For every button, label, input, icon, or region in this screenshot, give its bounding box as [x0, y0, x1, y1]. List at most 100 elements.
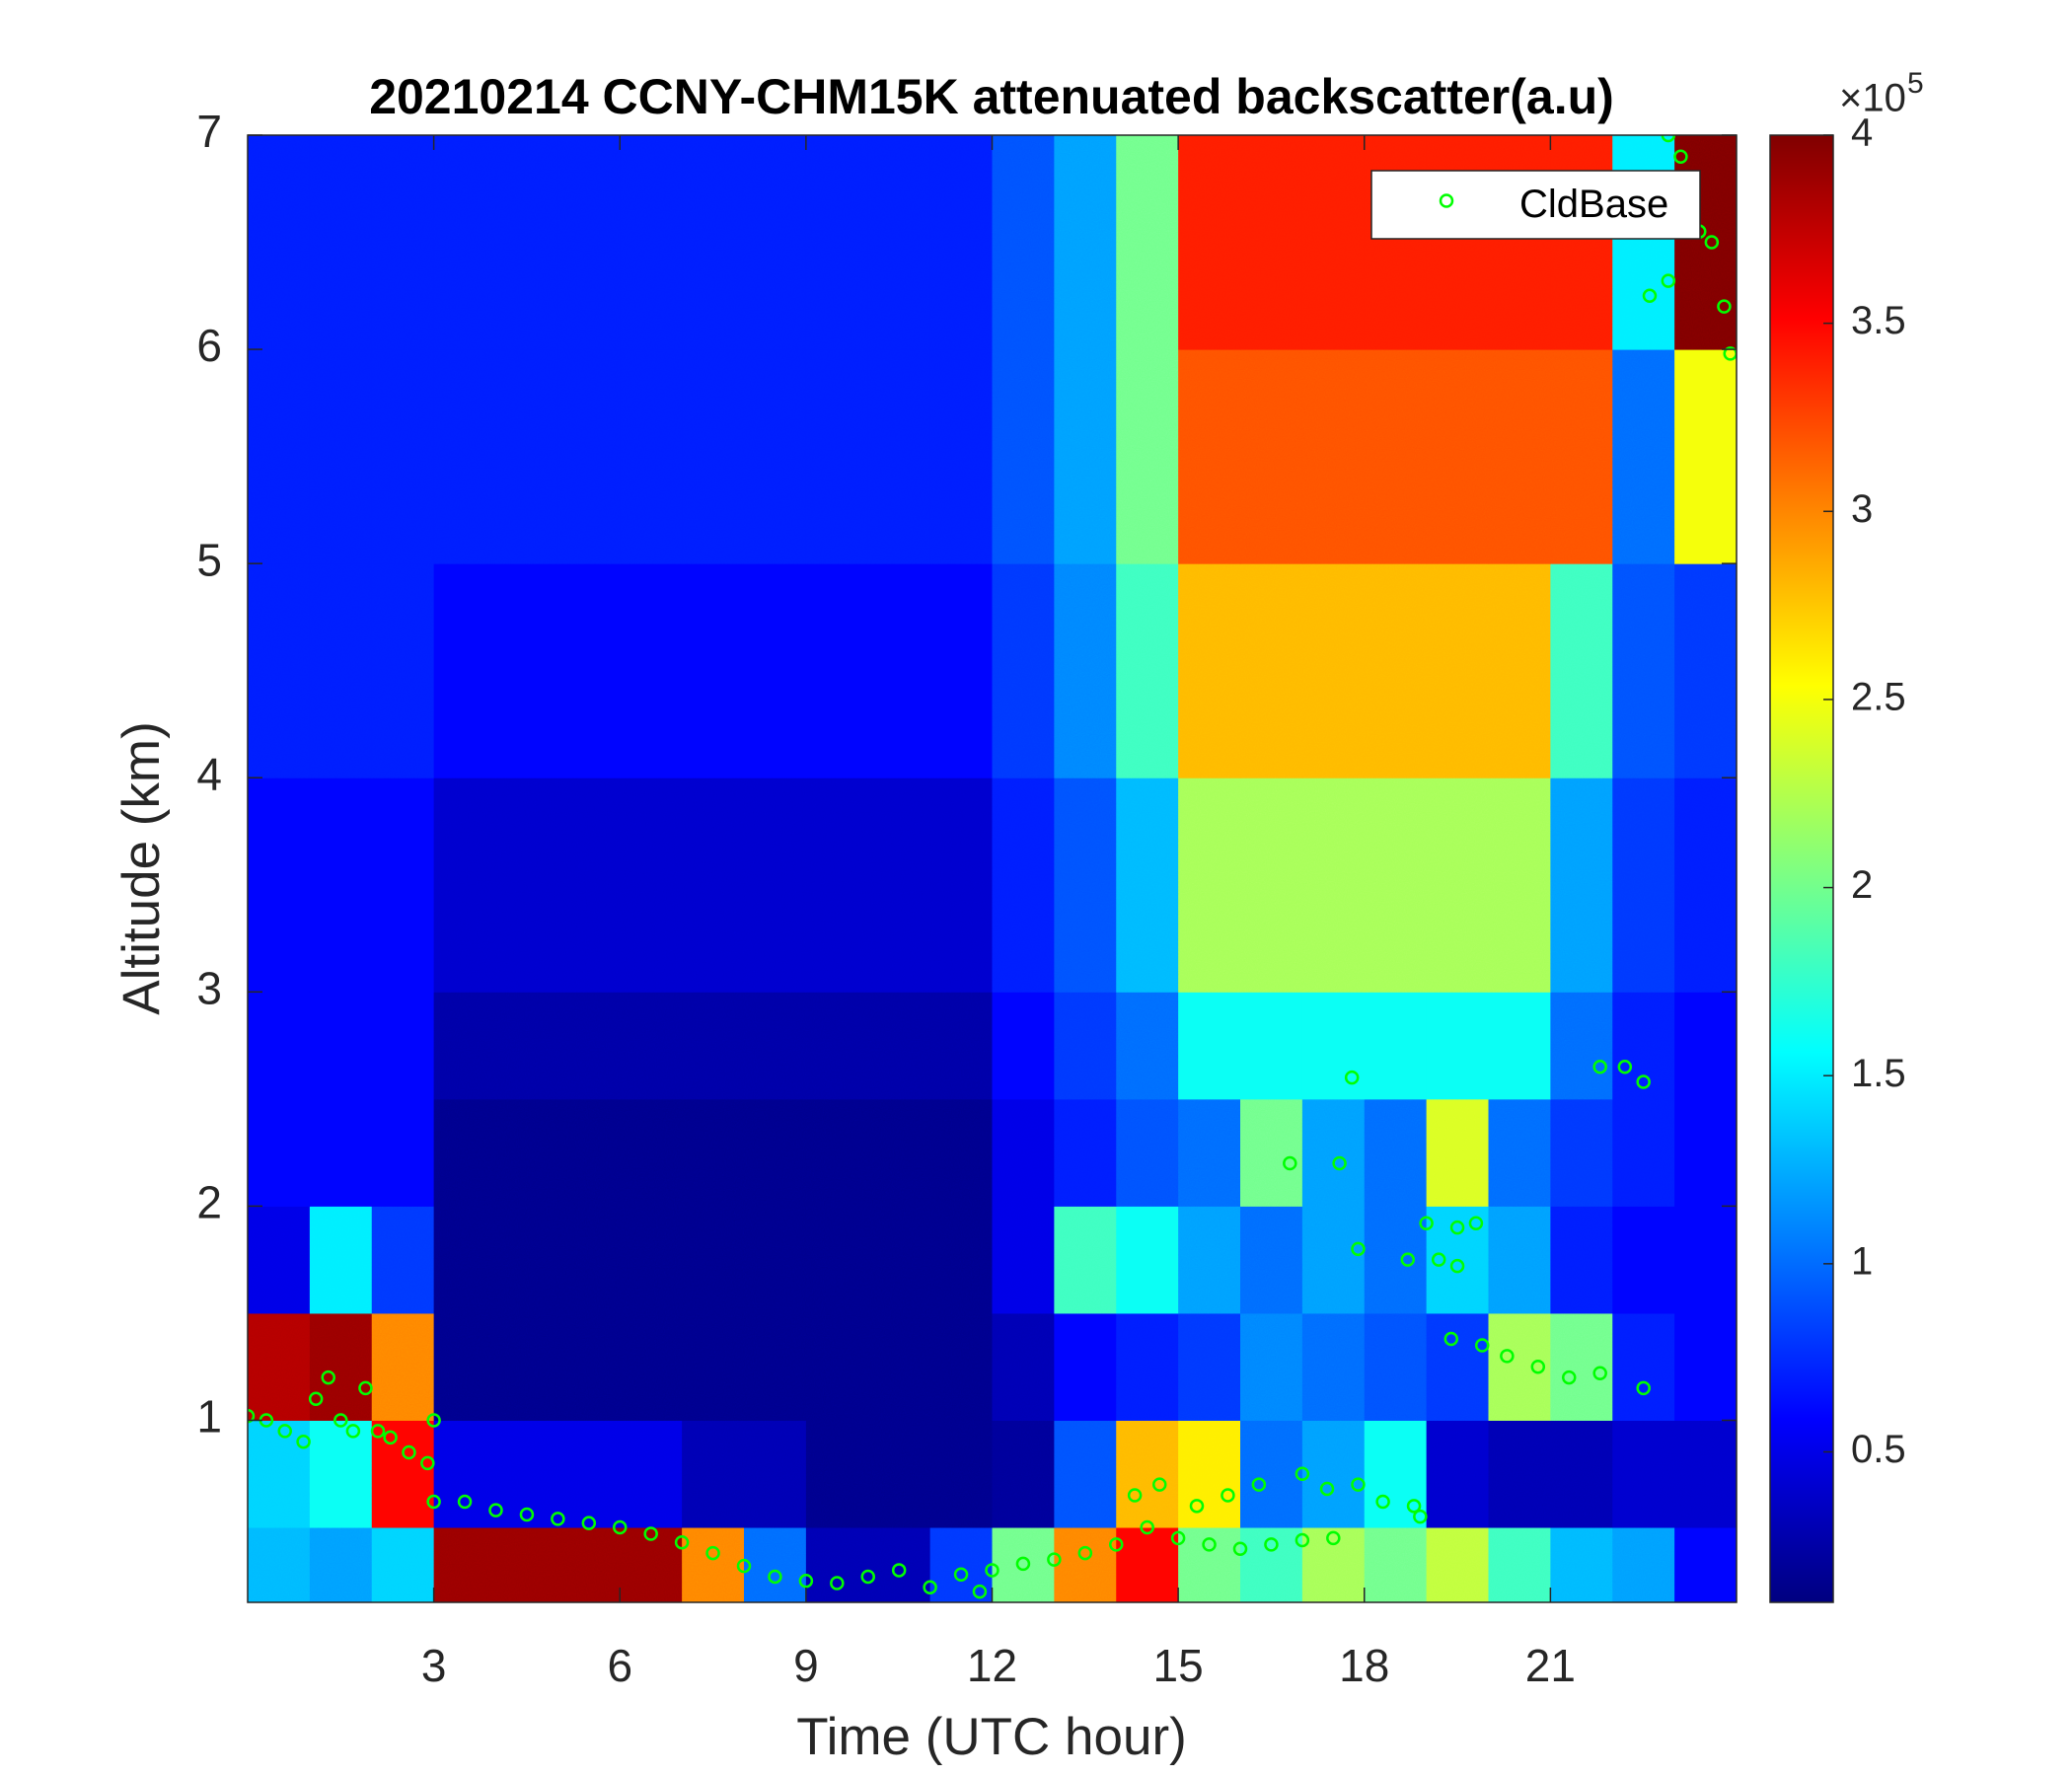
cloud-base-point: [1232, 1541, 1248, 1556]
cloud-base-point: [426, 1413, 441, 1428]
cloud-base-point: [1375, 1494, 1390, 1510]
cloud-base-point: [519, 1507, 535, 1522]
cloud-base-point: [420, 1455, 435, 1471]
cloud-base-point: [1443, 1331, 1459, 1347]
cloud-base-point: [674, 1534, 690, 1550]
cloud-base-point: [1530, 1359, 1546, 1374]
x-tick-label: 21: [1525, 1640, 1576, 1691]
colorbar-tick-label: 0.5: [1851, 1428, 1906, 1471]
cloud-base-point: [1109, 1537, 1124, 1552]
cloud-base-point: [613, 1519, 628, 1535]
cloud-base-point: [383, 1430, 398, 1445]
colorbar-tick-label: 1.5: [1851, 1052, 1906, 1095]
cloud-base-point: [277, 1424, 292, 1439]
colorbar-tick-label: 3: [1851, 487, 1873, 531]
x-tick-label: 15: [1153, 1640, 1204, 1691]
cloud-base-point: [1047, 1552, 1062, 1567]
cloud-base-point: [358, 1380, 373, 1396]
cloud-base-point: [1127, 1488, 1143, 1503]
cloud-base-point: [488, 1503, 503, 1517]
cloud-base-point: [768, 1569, 782, 1585]
cloud-base-point: [551, 1512, 565, 1526]
y-tick-label: 4: [196, 748, 222, 799]
cloud-base-point: [457, 1494, 473, 1510]
x-axis-label: Time (UTC hour): [796, 1708, 1187, 1766]
cloud-base-point: [1264, 1537, 1279, 1552]
cloud-base-point: [1326, 1530, 1341, 1546]
cloud-base-point: [1592, 1060, 1607, 1074]
cloud-base-point: [1152, 1477, 1167, 1492]
cloud-base-point: [1077, 1545, 1093, 1561]
cloud-base-point: [1500, 1349, 1515, 1364]
cloud-base-point: [1413, 1509, 1428, 1524]
colorbar: [1769, 134, 1834, 1603]
cloud-base-point: [333, 1413, 348, 1428]
cloud-base-point: [296, 1434, 311, 1449]
cloud-base-point: [798, 1574, 814, 1589]
x-tick-label: 12: [967, 1640, 1017, 1691]
cloud-base-point: [1661, 135, 1676, 143]
legend-box: [1370, 170, 1701, 240]
colorbar-tick-label: 4: [1851, 111, 1873, 155]
cloud-base-point: [860, 1569, 875, 1585]
cloud-base-point: [830, 1576, 845, 1591]
y-tick-label: 3: [196, 962, 222, 1013]
cloud-base-point: [248, 1408, 256, 1424]
legend-label: CldBase: [1519, 183, 1668, 226]
cloud-base-point: [1015, 1556, 1031, 1572]
cloud-base-point: [581, 1516, 597, 1530]
cloud-base-point: [1140, 1519, 1154, 1535]
x-tick-label: 18: [1339, 1640, 1389, 1691]
cloud-base-point: [1283, 1155, 1297, 1171]
cloud-base-point: [1400, 1252, 1416, 1267]
x-tick-label: 6: [607, 1640, 632, 1691]
cloud-base-point: [1561, 1369, 1577, 1385]
cloud-base-point: [643, 1526, 658, 1541]
colorbar-tick-label: 1: [1851, 1239, 1873, 1283]
cloud-base-point: [345, 1424, 361, 1439]
legend-marker: [1439, 193, 1454, 208]
cloud-base-point: [1319, 1481, 1335, 1497]
cloud-base-point: [1474, 1338, 1490, 1353]
cloud-base-point: [1406, 1499, 1422, 1514]
cloud-base-point: [1617, 1060, 1633, 1074]
cloud-base-point: [1344, 1070, 1360, 1085]
cloud-base-point: [1419, 1216, 1434, 1231]
colorbar-multiplier: ×10: [1839, 77, 1906, 120]
colorbar-tick-label: 2: [1851, 863, 1873, 907]
x-tick-label: 9: [793, 1640, 819, 1691]
cloud-base-point: [736, 1558, 752, 1574]
y-tick-label: 2: [196, 1177, 222, 1228]
cloud-base-point: [1449, 1258, 1465, 1274]
cloud-base-point: [923, 1580, 937, 1595]
cloud-base-point: [972, 1584, 988, 1599]
cloud-base-point: [1351, 1477, 1366, 1492]
cloud-base-point: [1661, 273, 1676, 288]
cloud-base-point: [1351, 1241, 1366, 1257]
cloud-base-point: [705, 1545, 720, 1561]
chart-title: 20210214 CCNY-CHM15K attenuated backscat…: [369, 69, 1614, 124]
cloud-base-point: [1170, 1530, 1186, 1546]
y-tick-label: 5: [196, 534, 222, 585]
cloud-base-point: [1642, 288, 1658, 304]
x-tick-label: 3: [421, 1640, 447, 1691]
cloud-base-point: [1673, 149, 1688, 164]
cloud-base-point: [1295, 1466, 1310, 1482]
cloud-base-point: [1468, 1216, 1484, 1231]
colorbar-exponent: 5: [1907, 67, 1924, 100]
cloud-base-point: [985, 1563, 999, 1578]
cloud-base-point: [321, 1369, 335, 1385]
colorbar-tick-label: 2.5: [1851, 675, 1906, 718]
cloud-base-point: [1332, 1155, 1347, 1171]
cloud-base-point: [1295, 1532, 1310, 1548]
cloud-base-point: [1251, 1477, 1267, 1492]
cloud-base-point: [308, 1391, 324, 1407]
cloud-base-point: [1717, 299, 1732, 314]
y-tick-label: 1: [196, 1391, 222, 1443]
cloud-base-point: [1449, 1220, 1465, 1235]
cloud-base-point: [891, 1563, 907, 1578]
speckle-texture: [248, 135, 1737, 1602]
y-tick-label: 6: [196, 320, 222, 371]
